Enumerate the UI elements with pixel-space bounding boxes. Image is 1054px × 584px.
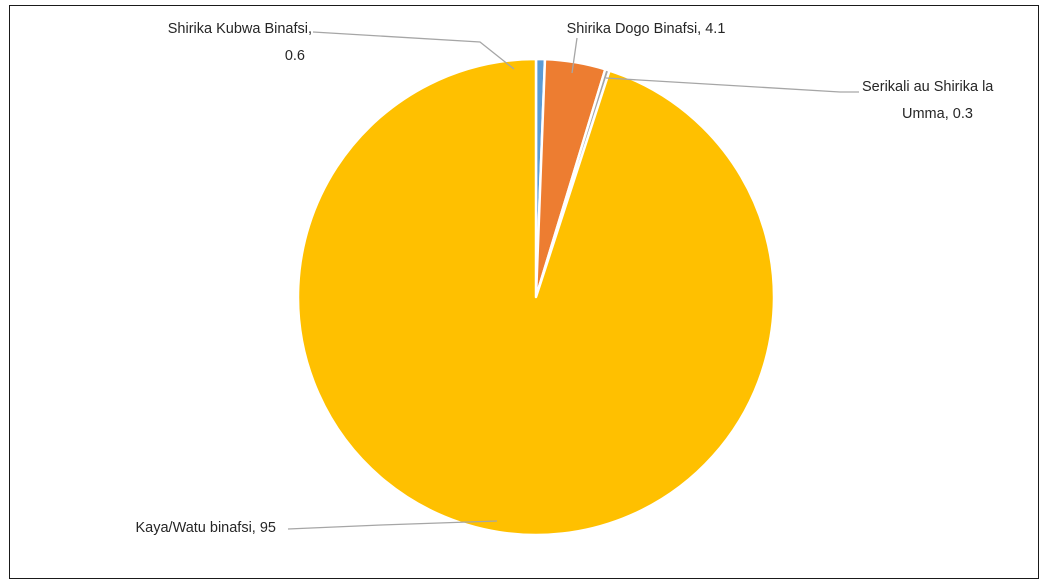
leader-lines-layer	[287, 31, 859, 530]
leader-line	[571, 37, 578, 74]
data-label: Serikali au Shirika la Umma, 0.3	[862, 79, 994, 122]
data-label-line: Shirika Dogo Binafsi, 4.1	[567, 21, 726, 37]
data-label: Shirika Dogo Binafsi, 4.1	[567, 21, 726, 37]
leader-line	[287, 520, 498, 530]
data-label: Kaya/Watu binafsi, 95	[135, 520, 276, 536]
pie-slice-kaya-watu-binafsi	[296, 57, 776, 537]
data-labels-layer: Shirika Kubwa Binafsi, 0.6 Shirika Dogo Bi…	[135, 21, 994, 536]
slices-layer	[296, 57, 776, 537]
data-label-line: Umma, 0.3	[902, 106, 973, 122]
leader-line	[312, 31, 515, 70]
leader-line	[605, 77, 859, 93]
data-label: Shirika Kubwa Binafsi, 0.6	[168, 21, 312, 64]
data-label-line: Shirika Kubwa Binafsi,	[168, 21, 312, 37]
data-label-line: Kaya/Watu binafsi, 95	[135, 520, 276, 536]
data-label-line: Serikali au Shirika la	[862, 79, 994, 95]
data-label-line: 0.6	[285, 48, 305, 64]
